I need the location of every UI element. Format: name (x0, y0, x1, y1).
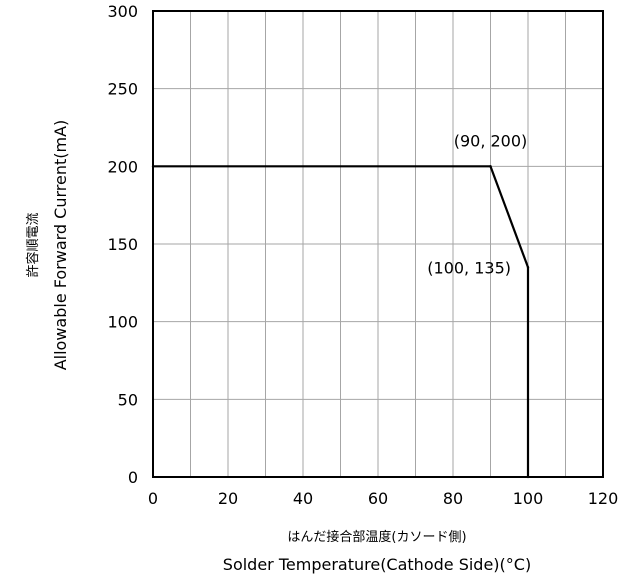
data-point (526, 266, 530, 269)
plot-frame (152, 10, 604, 478)
y-tick-label: 200 (107, 157, 138, 176)
y-tick-label: 300 (107, 2, 138, 21)
data-points (151, 165, 530, 479)
x-axis-label-jp: はんだ接合部温度(カソード側) (287, 529, 466, 545)
y-tick-label: 100 (107, 313, 138, 332)
annotation-label: (90, 200) (454, 131, 528, 150)
x-tick-label: 20 (218, 489, 238, 508)
x-tick-label: 40 (293, 489, 313, 508)
tick-labels: 0 20 40 60 80 100 120 0 50 100 150 200 250 300 (107, 2, 618, 508)
series-line (153, 165, 530, 477)
x-tick-label: 0 (148, 489, 158, 508)
x-tick-label: 60 (368, 489, 388, 508)
x-tick-label: 80 (443, 489, 463, 508)
y-tick-label: 250 (107, 80, 138, 99)
x-tick-label: 120 (588, 489, 619, 508)
y-tick-label: 150 (107, 235, 138, 254)
data-point (526, 475, 530, 479)
y-tick-label: 0 (128, 468, 138, 487)
y-axis-label-jp: 許容順電流 (25, 212, 41, 277)
data-point (489, 165, 492, 168)
annotations: (90, 200) (100, 135) (427, 131, 527, 277)
annotation-label: (100, 135) (427, 258, 511, 277)
x-axis-label: Solder Temperature(Cathode Side)(°C) (223, 555, 531, 574)
y-axis-label: Allowable Forward Current(mA) (51, 120, 70, 371)
y-tick-label: 50 (118, 390, 138, 409)
grid (153, 11, 603, 477)
data-point (151, 165, 155, 168)
x-tick-label: 100 (513, 489, 544, 508)
